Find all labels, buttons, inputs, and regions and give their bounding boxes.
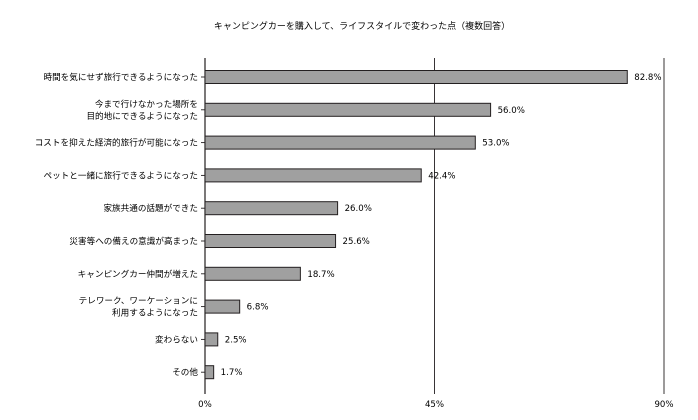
bar [204,365,215,380]
category-label: 災害等への備えの意識が高まった [69,235,198,247]
labels-layer: 82.8% 時間を気にせず旅行できるようになった 56.0% 今まで行けなかった場所を… [35,71,662,378]
value-label: 26.0% [345,204,372,214]
value-label: 56.0% [498,106,525,116]
chart-title: キャンピングカーを購入して、ライフスタイルで変わった点（複数回答） [214,20,510,32]
category-label: ペットと一緒に旅行できるようになった [43,169,198,181]
value-label: 2.5% [225,335,247,345]
category-label: コストを抑えた経済的旅行が可能になった [35,137,198,149]
value-label: 42.4% [428,171,455,181]
bar [204,266,301,281]
value-label: 1.7% [221,368,243,378]
bar [204,135,476,150]
x-tick-label: 90% [654,400,673,410]
bar [204,332,219,347]
category-label: 今まで行けなかった場所を目的地にできるようになった [86,98,198,122]
value-label: 25.6% [343,237,370,247]
x-tick-label: 0% [198,400,212,410]
bar [204,299,241,314]
category-label: キャンピングカー仲間が増えた [78,268,198,280]
ticks-layer: 0% 45% 90% [198,400,673,410]
value-label: 18.7% [307,270,334,280]
x-tick-label: 45% [425,400,444,410]
bar [204,201,339,216]
bars-layer [204,70,628,380]
bar [204,234,337,248]
category-label: 変わらない [155,333,198,345]
category-label: その他 [172,366,198,378]
category-label: 時間を気にせず旅行できるようになった [43,71,198,83]
bar [204,70,628,84]
category-label: テレワーク、ワーケーションに利用するようになった [79,296,198,319]
bar [204,102,492,117]
value-label: 53.0% [482,139,509,149]
bar [204,168,422,183]
value-label: 6.8% [247,303,269,313]
value-label: 82.8% [634,73,661,83]
category-label: 家族共通の話題ができた [103,202,198,214]
